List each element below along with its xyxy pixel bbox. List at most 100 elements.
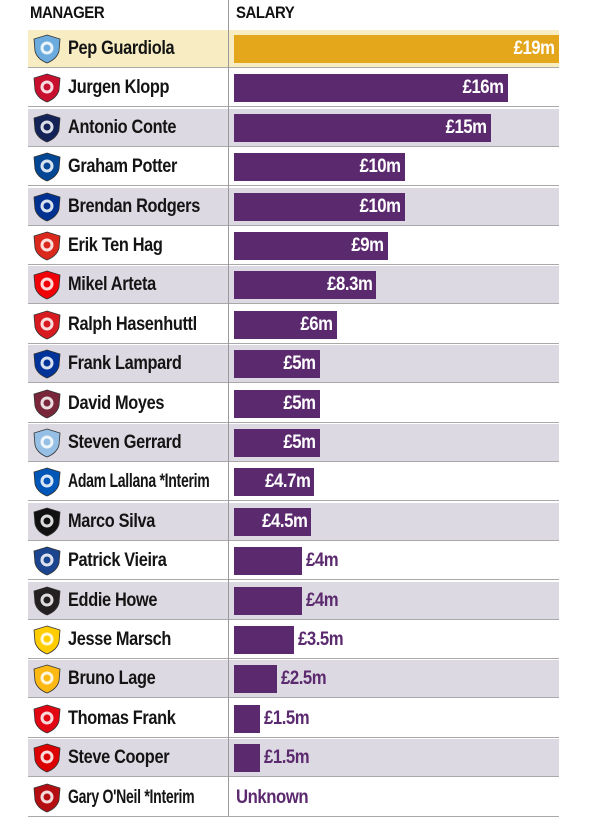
salary-label: £19m	[513, 38, 555, 59]
salary-label: £9m	[351, 235, 385, 256]
salary-bar	[234, 232, 388, 260]
brighton-crest-icon	[33, 467, 61, 497]
manager-name: Steve Cooper	[68, 747, 170, 769]
arsenal-crest-icon	[33, 270, 61, 300]
table-row: Graham Potter £10m	[28, 148, 559, 187]
table-row: Ralph Hasenhuttl £6m	[28, 306, 559, 344]
salary-bar	[234, 35, 559, 63]
bournemouth-crest-icon	[33, 783, 61, 813]
salary-bar	[234, 310, 337, 339]
brentford-crest-icon	[33, 704, 61, 734]
table-row: Thomas Frank £1.5m	[28, 700, 559, 738]
table-header: MANAGER SALARY	[0, 0, 589, 28]
salary-bar	[234, 271, 376, 300]
man-city-crest-icon	[33, 34, 61, 64]
manager-name: Graham Potter	[68, 156, 178, 178]
manager-name: Erik Ten Hag	[68, 235, 163, 256]
manager-name: Brendan Rodgers	[68, 195, 200, 217]
salary-label: £6m	[300, 313, 333, 335]
salary-label: £4.7m	[265, 471, 311, 493]
table-row: Eddie Howe £4m	[28, 581, 559, 620]
salary-label: £4m	[306, 589, 339, 611]
fulham-crest-icon	[33, 507, 61, 537]
salary-label: £8.3m	[326, 274, 373, 296]
salary-bar	[234, 350, 320, 379]
wolves-crest-icon	[33, 664, 61, 694]
table-row: Erik Ten Hag £9m	[28, 227, 559, 265]
salary-bar	[234, 389, 320, 418]
salary-bar	[234, 665, 277, 694]
table-row: Pep Guardiola £19m	[28, 30, 559, 68]
tottenham-crest-icon	[33, 113, 61, 143]
table-row: Adam Lallana *Interim £4.7m	[28, 463, 559, 502]
salary-label: £5m	[283, 392, 316, 414]
salary-bar	[234, 586, 303, 615]
table-row: Antonio Conte £15m	[28, 108, 559, 147]
manager-name: Patrick Vieira	[68, 550, 167, 572]
manager-name: Gary O'Neil *Interim	[68, 786, 195, 808]
table-row: Gary O'Neil *Interim Unknown	[28, 779, 559, 817]
table-row: Jesse Marsch £3.5m	[28, 621, 559, 659]
table-row: Marco Silva £4.5m	[28, 502, 559, 541]
salary-label: Unknown	[236, 786, 309, 808]
salary-bar	[234, 626, 294, 654]
salary-label: £4m	[306, 550, 339, 572]
leicester-crest-icon	[33, 192, 61, 222]
manager-name: Ralph Hasenhuttl	[68, 313, 197, 335]
chelsea-crest-icon	[33, 152, 61, 182]
manager-name: Jesse Marsch	[68, 629, 172, 650]
aston-villa-crest-icon	[33, 428, 61, 458]
salary-label: £5m	[283, 353, 316, 375]
manager-name: David Moyes	[68, 392, 165, 414]
salary-label: £4.5m	[261, 510, 308, 532]
manager-name: Mikel Arteta	[68, 274, 156, 296]
salary-label: £10m	[360, 156, 402, 178]
salary-bar	[234, 704, 260, 733]
column-divider	[228, 0, 229, 816]
table-row: Steven Gerrard £5m	[28, 424, 559, 462]
liverpool-crest-icon	[33, 73, 61, 103]
manager-name: Steven Gerrard	[68, 432, 182, 453]
table-row: Bruno Lage £2.5m	[28, 660, 559, 699]
salary-label: £2.5m	[280, 668, 327, 690]
manager-name: Marco Silva	[68, 510, 156, 532]
salary-label: £5m	[283, 432, 316, 453]
table-row: David Moyes £5m	[28, 385, 559, 423]
manager-name: Pep Guardiola	[68, 38, 175, 59]
salary-bar	[234, 507, 311, 536]
salary-label: £16m	[462, 77, 504, 99]
table-row: Steve Cooper £1.5m	[28, 739, 559, 778]
salary-bar	[234, 744, 260, 773]
table-row: Patrick Vieira £4m	[28, 542, 559, 581]
salary-label: £10m	[360, 195, 402, 217]
manager-name: Adam Lallana *Interim	[68, 471, 210, 493]
leeds-crest-icon	[33, 625, 61, 655]
salary-bar	[234, 547, 303, 576]
salary-bar	[234, 192, 406, 221]
table-row: Brendan Rodgers £10m	[28, 187, 559, 226]
manager-name: Thomas Frank	[68, 707, 176, 729]
manager-name: Bruno Lage	[68, 668, 156, 690]
table-row: Jurgen Klopp £16m	[28, 69, 559, 108]
salary-column-header: SALARY	[236, 3, 295, 22]
southampton-crest-icon	[33, 310, 61, 340]
salary-bar	[234, 468, 315, 497]
crystal-palace-crest-icon	[33, 546, 61, 576]
salary-label: £1.5m	[263, 707, 310, 729]
manager-name: Jurgen Klopp	[68, 77, 170, 99]
salary-bar	[234, 74, 508, 103]
salary-bar	[234, 429, 320, 457]
everton-crest-icon	[33, 349, 61, 379]
nottingham-forest-crest-icon	[33, 743, 61, 773]
salary-label: £3.5m	[297, 629, 344, 650]
man-united-crest-icon	[33, 231, 61, 261]
manager-name: Eddie Howe	[68, 589, 158, 611]
manager-column-header: MANAGER	[30, 3, 105, 22]
salary-bar	[234, 113, 491, 142]
west-ham-crest-icon	[33, 389, 61, 419]
manager-name: Frank Lampard	[68, 353, 182, 375]
salary-label: £1.5m	[263, 747, 310, 769]
table-row: Mikel Arteta £8.3m	[28, 266, 559, 305]
salary-bar	[234, 153, 406, 182]
newcastle-crest-icon	[33, 586, 61, 616]
